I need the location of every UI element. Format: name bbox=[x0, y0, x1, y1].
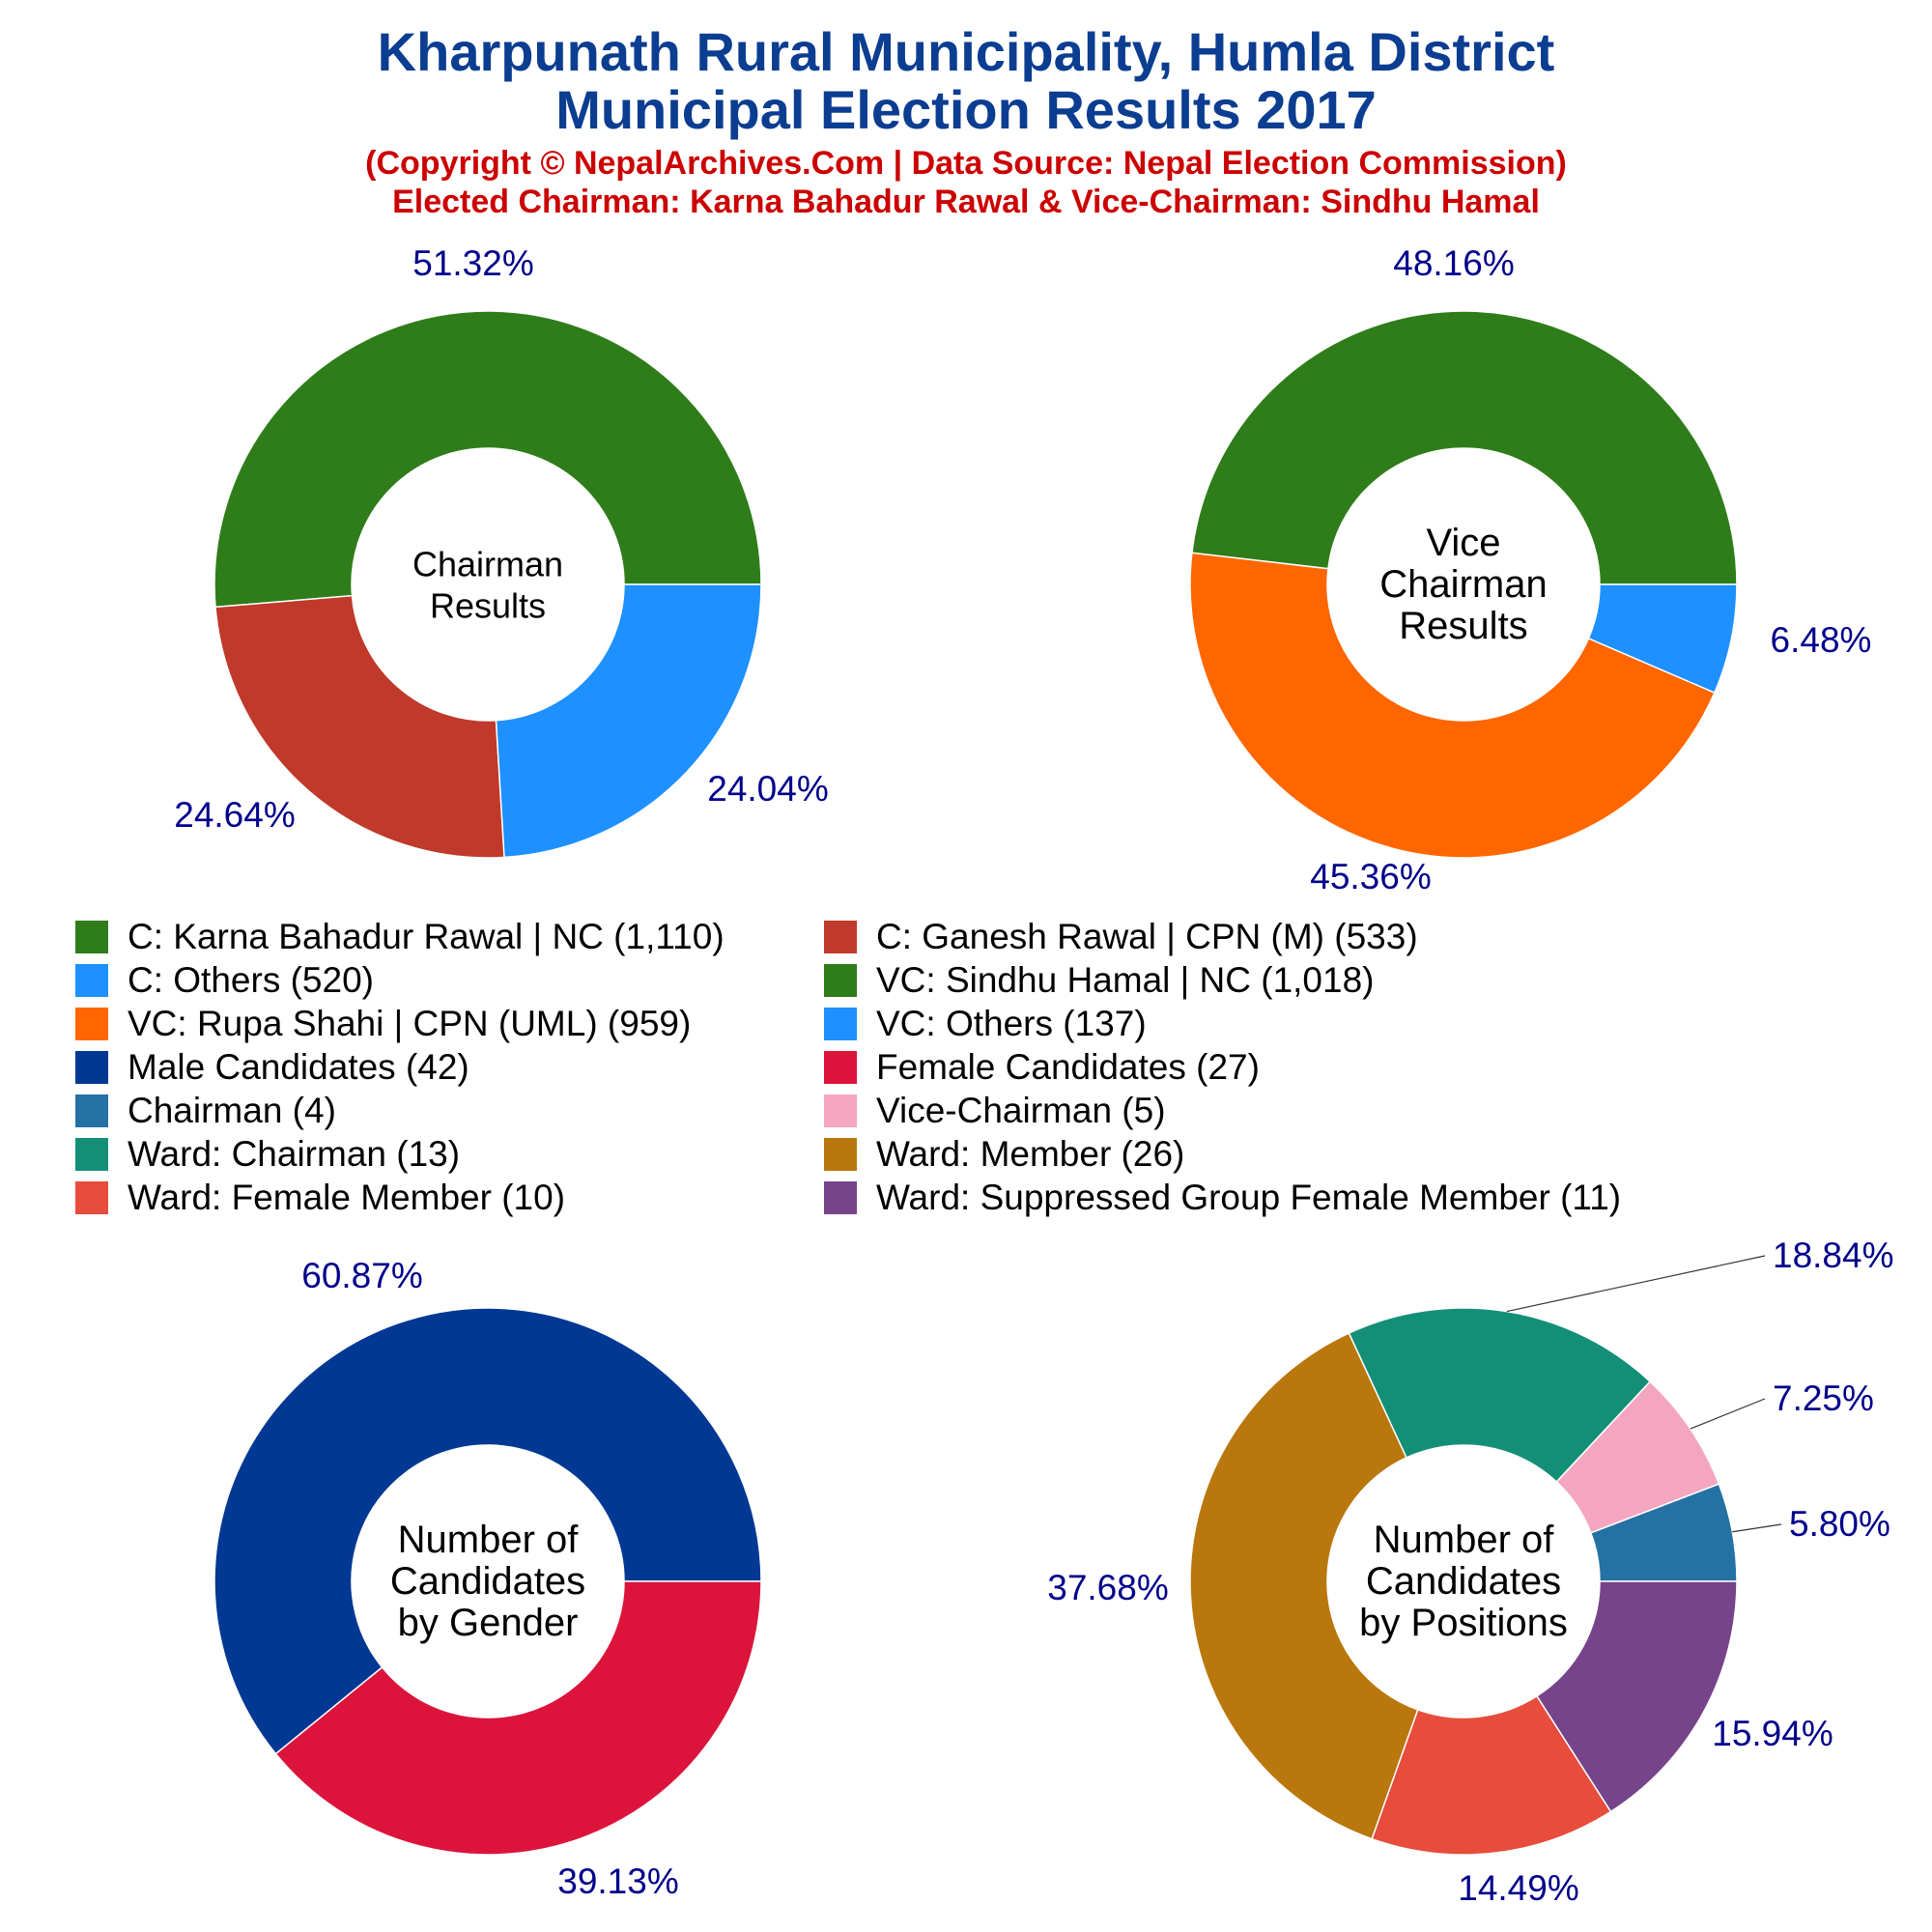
legend-swatch bbox=[824, 1181, 857, 1214]
legend-label: Female Candidates (27) bbox=[876, 1047, 1260, 1087]
donut-chart: 5.80% 7.25% 18.84% 37.68% 14.49% 15.94% Number… bbox=[1047, 1236, 1893, 1908]
percent-label: 24.64% bbox=[174, 795, 296, 835]
legend-swatch bbox=[824, 1094, 857, 1127]
donut-slice bbox=[1587, 583, 1738, 695]
donut-slice bbox=[1535, 1580, 1738, 1813]
donut-slice bbox=[1371, 1694, 1612, 1856]
leader-line bbox=[1506, 1255, 1766, 1313]
center-label: Number of bbox=[398, 1519, 580, 1561]
legend-label: C: Karna Bahadur Rawal | NC (1,110) bbox=[128, 917, 724, 956]
percent-label: 48.16% bbox=[1393, 243, 1515, 283]
center-label: Chairman bbox=[412, 545, 563, 584]
percent-label: 5.80% bbox=[1789, 1504, 1890, 1544]
chart-subtitle-line1: (Copyright © NepalArchives.Com | Data So… bbox=[365, 145, 1567, 182]
legend-label: Male Candidates (42) bbox=[128, 1047, 469, 1087]
legend-swatch bbox=[75, 1138, 108, 1171]
center-label: by Positions bbox=[1359, 1602, 1568, 1644]
percent-label: 7.25% bbox=[1773, 1378, 1874, 1418]
legend-label: VC: Others (137) bbox=[876, 1004, 1147, 1043]
center-label: Results bbox=[1399, 605, 1527, 647]
legend-label: VC: Rupa Shahi | CPN (UML) (959) bbox=[128, 1004, 692, 1043]
legend-swatch bbox=[75, 1051, 108, 1084]
legend-swatch bbox=[75, 964, 108, 997]
center-label: Number of bbox=[1374, 1519, 1555, 1561]
chart-title-line1: Kharpunath Rural Municipality, Humla Dis… bbox=[377, 21, 1555, 82]
legend-item: Male Candidates (42) bbox=[75, 1046, 469, 1089]
center-label: Chairman bbox=[1379, 563, 1547, 606]
legend-item: Ward: Female Member (10) bbox=[75, 1177, 565, 1219]
chart-title-line2: Municipal Election Results 2017 bbox=[555, 79, 1377, 140]
legend-label: Chairman (4) bbox=[128, 1091, 336, 1130]
percent-label: 45.36% bbox=[1310, 857, 1432, 896]
percent-label: 39.13% bbox=[557, 1861, 679, 1901]
percent-label: 6.48% bbox=[1771, 620, 1872, 660]
legend-swatch bbox=[824, 1138, 857, 1171]
legend-label: Vice-Chairman (5) bbox=[876, 1091, 1166, 1130]
donut-slice bbox=[274, 1580, 762, 1856]
center-label: Candidates bbox=[390, 1560, 585, 1603]
legend-item: Female Candidates (27) bbox=[824, 1046, 1260, 1089]
percent-label: 37.68% bbox=[1047, 1568, 1169, 1607]
legend-item: VC: Rupa Shahi | CPN (UML) (959) bbox=[75, 1003, 691, 1045]
legend-swatch bbox=[75, 1181, 108, 1214]
legend-item: VC: Sindhu Hamal | NC (1,018) bbox=[824, 959, 1375, 1002]
legend-item: Ward: Suppressed Group Female Member (11… bbox=[824, 1177, 1621, 1219]
center-label: Results bbox=[430, 586, 546, 626]
percent-label: 51.32% bbox=[412, 243, 534, 283]
center-label: by Gender bbox=[398, 1602, 579, 1644]
legend-item: Vice-Chairman (5) bbox=[824, 1090, 1166, 1132]
center-label: Vice bbox=[1426, 522, 1500, 564]
donut-slice bbox=[1189, 552, 1716, 859]
legend-item: VC: Others (137) bbox=[824, 1003, 1147, 1045]
legend-swatch bbox=[75, 921, 108, 953]
leader-line bbox=[1690, 1398, 1766, 1430]
legend-item: C: Others (520) bbox=[75, 959, 374, 1002]
percent-label: 24.04% bbox=[707, 769, 829, 809]
legend-item: C: Karna Bahadur Rawal | NC (1,110) bbox=[75, 916, 724, 958]
donut-slice bbox=[1191, 310, 1738, 585]
donut-slice bbox=[1348, 1307, 1652, 1484]
donut-slice bbox=[495, 583, 762, 859]
percent-label: 60.87% bbox=[301, 1256, 423, 1295]
donut-slice bbox=[214, 594, 505, 859]
legend-item: Ward: Member (26) bbox=[824, 1133, 1184, 1176]
legend-swatch bbox=[75, 1008, 108, 1040]
donut-slice bbox=[213, 1307, 762, 1755]
legend-label: Ward: Chairman (13) bbox=[128, 1134, 461, 1174]
legend: C: Karna Bahadur Rawal | NC (1,110) C: Ga… bbox=[75, 916, 1891, 1235]
center-label: Candidates bbox=[1366, 1560, 1561, 1603]
percent-label: 18.84% bbox=[1773, 1236, 1894, 1275]
legend-item: C: Ganesh Rawal | CPN (M) (533) bbox=[824, 916, 1418, 958]
leader-line bbox=[1732, 1523, 1782, 1533]
legend-swatch bbox=[824, 1008, 857, 1040]
legend-item: Ward: Chairman (13) bbox=[75, 1133, 460, 1176]
legend-label: Ward: Female Member (10) bbox=[128, 1178, 566, 1217]
legend-swatch bbox=[824, 964, 857, 997]
percent-label: 14.49% bbox=[1458, 1868, 1579, 1908]
legend-label: C: Others (520) bbox=[128, 960, 374, 1000]
legend-swatch bbox=[75, 1094, 108, 1127]
legend-swatch bbox=[824, 1051, 857, 1084]
percent-label: 15.94% bbox=[1712, 1714, 1833, 1753]
legend-label: VC: Sindhu Hamal | NC (1,018) bbox=[876, 960, 1375, 1000]
donut-slice bbox=[213, 310, 762, 609]
chart-subtitle-line2: Elected Chairman: Karna Bahadur Rawal & … bbox=[392, 184, 1540, 220]
legend-label: Ward: Suppressed Group Female Member (11… bbox=[876, 1178, 1622, 1217]
legend-swatch bbox=[824, 921, 857, 953]
legend-item: Chairman (4) bbox=[75, 1090, 336, 1132]
legend-label: C: Ganesh Rawal | CPN (M) (533) bbox=[876, 917, 1418, 956]
legend-label: Ward: Member (26) bbox=[876, 1134, 1185, 1174]
donut-slice bbox=[1189, 1332, 1419, 1840]
